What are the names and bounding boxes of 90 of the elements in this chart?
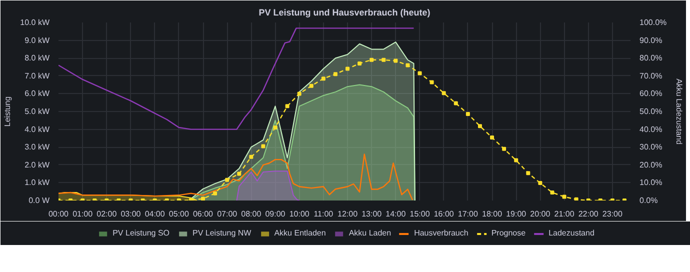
x-tick-label: 22:00 xyxy=(578,210,599,218)
x-tick-label: 17:00 xyxy=(458,210,478,218)
x-tick-label: 16:00 xyxy=(434,210,454,218)
x-tick-label: 21:00 xyxy=(554,210,575,218)
y2-tick-label: 90.0% xyxy=(640,36,662,45)
y2-tick-label: 20.0% xyxy=(640,160,662,170)
point xyxy=(309,84,314,88)
point xyxy=(237,172,242,176)
legend-label: Prognose xyxy=(491,228,526,238)
x-tick-label: 02:00 xyxy=(96,210,118,218)
y-axis-title: Leistung xyxy=(3,96,12,127)
x-tick-label: 03:00 xyxy=(120,210,142,218)
y-tick-label: 7.0 kW xyxy=(24,71,50,80)
x-tick-label: 08:00 xyxy=(241,210,262,218)
y-tick-label: 0.0 W xyxy=(28,196,50,205)
point xyxy=(370,58,374,62)
point xyxy=(249,154,254,159)
line-series xyxy=(58,28,414,130)
x-tick-label: 11:00 xyxy=(314,210,334,218)
x-tick-label: 05:00 xyxy=(168,210,190,218)
y-tick-label: 4.0 kW xyxy=(24,124,50,134)
x-tick-label: 10:00 xyxy=(289,210,310,218)
y2-axis-title: Akku Ladezustand xyxy=(674,78,684,144)
point xyxy=(213,191,218,196)
x-tick-label: 20:00 xyxy=(530,210,551,218)
legend-label: Akku Entladen xyxy=(274,228,326,238)
y-tick-label: 9.0 kW xyxy=(24,36,50,45)
y2-tick-label: 50.0% xyxy=(640,107,662,116)
point xyxy=(466,112,470,116)
x-tick-label: 09:00 xyxy=(265,210,286,218)
y-tick-label: 3.0 kW xyxy=(24,142,50,152)
point xyxy=(502,146,506,151)
legend-label: PV Leistung NW xyxy=(192,228,252,238)
y2-tick-label: 70.0% xyxy=(640,71,662,80)
x-tick-label: 01:00 xyxy=(72,210,94,218)
y2-tick-label: 40.0% xyxy=(640,124,662,134)
point xyxy=(442,91,446,96)
point xyxy=(574,197,578,200)
y-tick-label: 2.0 kW xyxy=(24,160,50,170)
y2-tick-label: 60.0% xyxy=(640,89,662,98)
x-tick-label: 14:00 xyxy=(386,210,406,218)
legend-label: PV Leistung SO xyxy=(112,228,170,238)
point xyxy=(406,63,410,68)
point xyxy=(526,171,530,176)
x-tick-label: 07:00 xyxy=(217,210,238,218)
point xyxy=(321,76,326,81)
legend-label: Ladezustand xyxy=(548,228,594,238)
x-tick-label: 13:00 xyxy=(362,210,382,218)
chart-title: PV Leistung und Hausverbrauch (heute) xyxy=(258,8,430,18)
y-tick-label: 6.0 kW xyxy=(24,89,50,98)
x-tick-label: 12:00 xyxy=(338,210,358,218)
x-tick-label: 19:00 xyxy=(506,210,527,218)
point xyxy=(430,80,434,84)
x-tick-label: 23:00 xyxy=(602,210,623,218)
legend-label: Akku Laden xyxy=(348,228,392,238)
x-tick-label: 00:00 xyxy=(48,210,70,218)
y-tick-label: 10.0 kW xyxy=(20,18,50,27)
x-tick-label: 06:00 xyxy=(192,210,214,218)
y2-tick-label: 80.0% xyxy=(640,54,662,63)
y-tick-label: 1.0 kW xyxy=(24,178,50,188)
point xyxy=(478,124,482,128)
point xyxy=(225,178,230,182)
point xyxy=(261,144,266,148)
y2-tick-label: 30.0% xyxy=(640,142,662,152)
point xyxy=(538,181,542,186)
point xyxy=(454,101,458,106)
point xyxy=(333,72,338,76)
point xyxy=(273,126,278,130)
x-tick-label: 15:00 xyxy=(410,210,430,218)
point xyxy=(394,58,398,63)
y2-tick-label: 10.0% xyxy=(640,178,662,188)
point xyxy=(201,196,206,200)
legend-label: Hausverbrauch xyxy=(414,228,468,238)
line-series xyxy=(58,154,414,200)
y2-tick-label: 100.0% xyxy=(640,18,667,27)
point xyxy=(514,158,518,162)
point xyxy=(297,92,302,96)
x-tick-label: 04:00 xyxy=(144,210,166,218)
point xyxy=(562,194,566,199)
point xyxy=(382,58,386,62)
point xyxy=(550,190,554,194)
y-tick-label: 5.0 kW xyxy=(24,107,50,116)
y-tick-label: 8.0 kW xyxy=(24,54,50,63)
point xyxy=(358,61,362,66)
point xyxy=(346,66,350,71)
point xyxy=(285,104,290,108)
point xyxy=(490,135,494,140)
x-tick-label: 18:00 xyxy=(482,210,503,218)
point xyxy=(418,71,422,76)
y2-tick-label: 0.0% xyxy=(640,196,658,205)
